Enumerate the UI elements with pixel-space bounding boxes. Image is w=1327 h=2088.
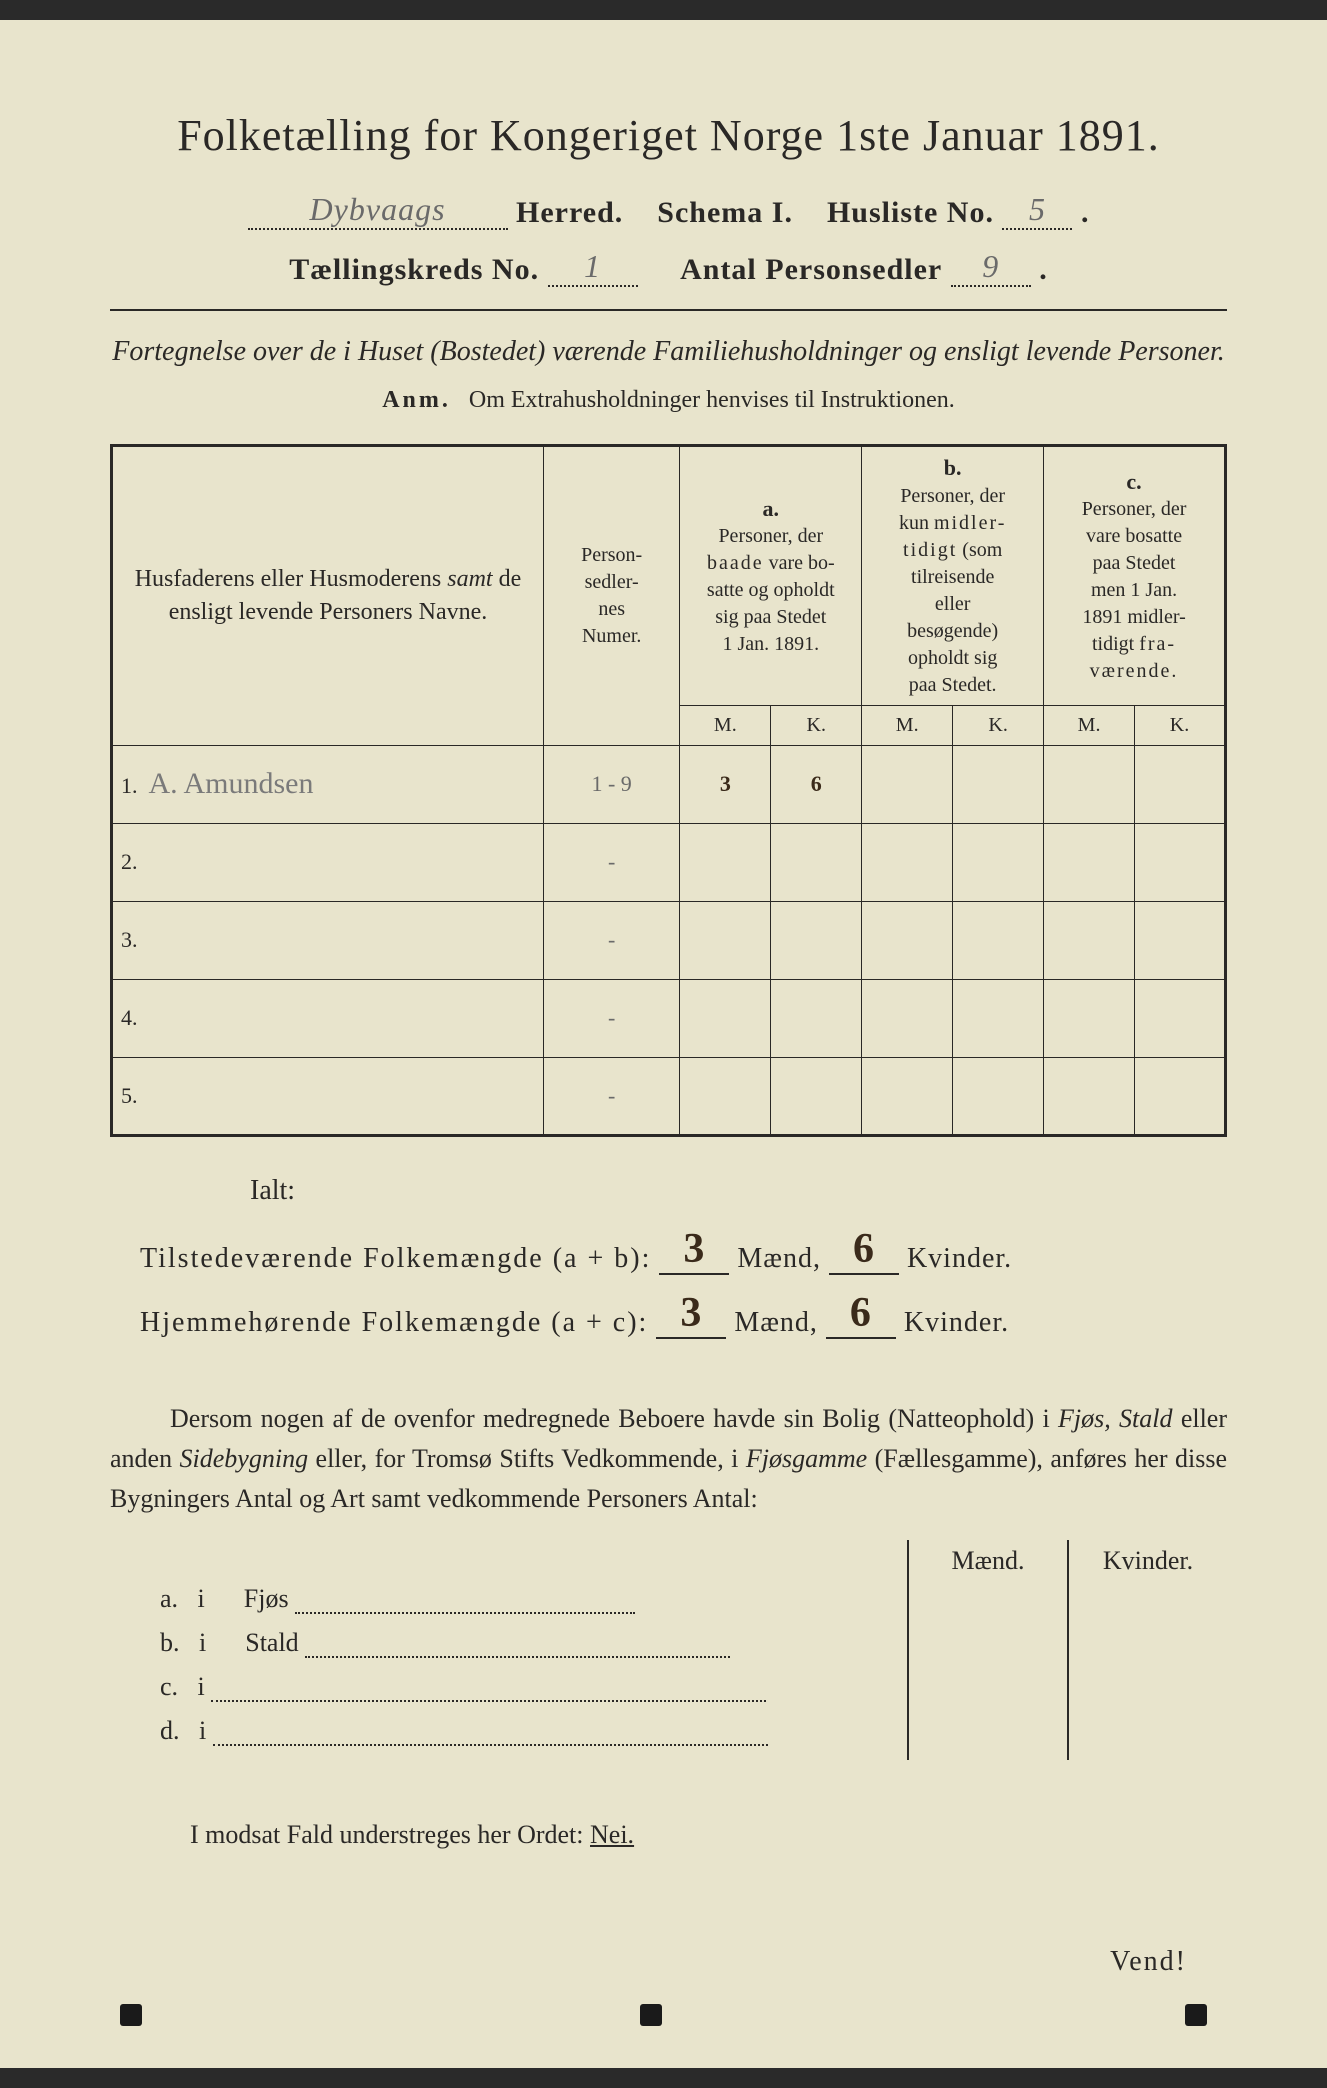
th-b-k: K. xyxy=(953,705,1044,745)
husliste-label: Husliste No. xyxy=(827,196,994,229)
side-right: Mænd. Kvinder. xyxy=(907,1540,1227,1760)
antal-value: 9 xyxy=(951,248,1031,287)
vend-label: Vend! xyxy=(1110,1946,1187,1978)
header-line-2: Tællingskreds No. 1 Antal Personsedler 9… xyxy=(110,248,1227,287)
punch-hole-icon xyxy=(1185,2004,1207,2026)
th-a-m: M. xyxy=(680,705,771,745)
th-b: b. Personer, derkun midler-tidigt (somti… xyxy=(862,446,1044,706)
totals-line-1: Tilstedeværende Folkemængde (a + b): 3 M… xyxy=(140,1225,1227,1275)
census-form-page: Folketælling for Kongeriget Norge 1ste J… xyxy=(0,20,1327,2068)
punch-hole-icon xyxy=(640,2004,662,2026)
table-body: 1. A. Amundsen 1 - 9 3 6 2. - 3. - 4. xyxy=(112,745,1226,1135)
punch-hole-icon xyxy=(120,2004,142,2026)
header-line-1: Dybvaags Herred. Schema I. Husliste No. … xyxy=(110,191,1227,230)
side-col-kvinder: Kvinder. xyxy=(1069,1540,1227,1760)
th-numer: Person-sedler-nesNumer. xyxy=(543,446,679,746)
th-c-m: M. xyxy=(1044,705,1135,745)
table-row: 1. A. Amundsen 1 - 9 3 6 xyxy=(112,745,1226,823)
herred-label: Herred. xyxy=(516,196,623,229)
table-row: 3. - xyxy=(112,901,1226,979)
census-table: Husfaderens eller Husmode­rens samt de e… xyxy=(110,444,1227,1137)
table-row: 4. - xyxy=(112,979,1226,1057)
anm-label: Anm. xyxy=(382,387,451,413)
th-c-k: K. xyxy=(1135,705,1226,745)
table-row: 2. - xyxy=(112,823,1226,901)
anm-text: Om Extrahusholdninger henvises til Instr… xyxy=(469,387,955,413)
paragraph: Dersom nogen af de ovenfor medregnede Be… xyxy=(110,1399,1227,1520)
ialt-label: Ialt: xyxy=(250,1175,1227,1207)
divider xyxy=(110,309,1227,311)
table-row: 5. - xyxy=(112,1057,1226,1135)
page-title: Folketælling for Kongeriget Norge 1ste J… xyxy=(110,110,1227,161)
totals-block: Ialt: Tilstedeværende Folkemængde (a + b… xyxy=(110,1175,1227,1339)
th-a-k: K. xyxy=(771,705,862,745)
side-row: a. i Fjøs xyxy=(160,1584,907,1614)
th-name: Husfaderens eller Husmode­rens samt de e… xyxy=(112,446,544,746)
side-row: c. i xyxy=(160,1672,907,1702)
footer-line: I modsat Fald understreges her Ordet: Ne… xyxy=(110,1820,1227,1850)
subtitle: Fortegnelse over de i Huset (Bostedet) v… xyxy=(110,331,1227,373)
husliste-value: 5 xyxy=(1002,191,1072,230)
th-b-m: M. xyxy=(862,705,953,745)
antal-label: Antal Personsedler xyxy=(680,253,942,286)
herred-value: Dybvaags xyxy=(248,191,508,230)
side-col-maend: Mænd. xyxy=(909,1540,1069,1760)
annotation-line: Anm. Om Extrahusholdninger henvises til … xyxy=(110,387,1227,414)
side-row: d. i xyxy=(160,1716,907,1746)
th-a: a. Personer, der baade vare bo-satte og … xyxy=(680,446,862,706)
schema-label: Schema I. xyxy=(657,196,793,229)
side-table: a. i Fjøs b. i Stald c. i d. i xyxy=(110,1540,1227,1760)
side-left: a. i Fjøs b. i Stald c. i d. i xyxy=(110,1540,907,1760)
side-row: b. i Stald xyxy=(160,1628,907,1658)
kreds-value: 1 xyxy=(548,248,638,287)
kreds-label: Tællingskreds No. xyxy=(289,253,539,286)
th-c: c. Personer, dervare bosattepaa Stedetme… xyxy=(1044,446,1226,706)
totals-line-2: Hjemmehørende Folkemængde (a + c): 3 Mæn… xyxy=(140,1289,1227,1339)
